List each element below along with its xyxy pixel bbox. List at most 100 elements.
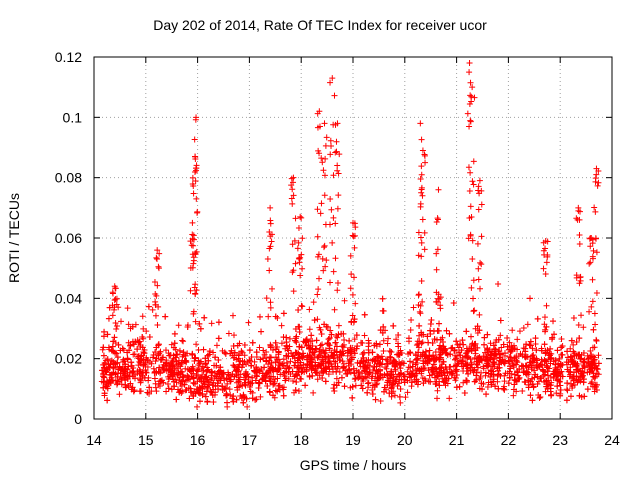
data-point	[404, 389, 411, 396]
x-tick-label: 17	[242, 432, 258, 448]
data-point	[306, 306, 313, 313]
data-point	[391, 392, 398, 399]
y-tick-label: 0.06	[55, 230, 82, 246]
data-point	[478, 369, 485, 376]
x-tick-label: 14	[86, 432, 102, 448]
data-point	[333, 375, 340, 382]
data-point	[410, 304, 417, 311]
data-point	[303, 368, 310, 375]
data-point	[384, 340, 391, 347]
data-point	[175, 322, 182, 329]
x-tick-label: 18	[293, 432, 309, 448]
data-point	[137, 377, 144, 384]
data-point	[538, 356, 545, 363]
data-point	[309, 372, 316, 379]
data-point	[325, 371, 332, 378]
data-point	[446, 395, 453, 402]
data-point	[152, 384, 159, 391]
data-point	[286, 335, 293, 342]
data-point	[130, 341, 137, 348]
data-point	[152, 358, 159, 365]
data-point	[237, 371, 244, 378]
data-point	[386, 353, 393, 360]
y-tick-label: 0.1	[63, 109, 83, 125]
data-point	[245, 319, 252, 326]
data-point	[208, 320, 215, 327]
y-tick-label: 0	[74, 411, 82, 427]
x-tick-label: 20	[397, 432, 413, 448]
data-point	[587, 380, 594, 387]
data-point	[285, 375, 292, 382]
data-point	[484, 383, 491, 390]
data-point	[501, 360, 508, 367]
data-point	[595, 352, 602, 359]
data-point	[229, 312, 236, 319]
data-point	[516, 328, 523, 335]
data-point	[377, 398, 384, 405]
x-axis-label: GPS time / hours	[299, 457, 407, 473]
data-point	[494, 378, 501, 385]
data-point	[439, 375, 446, 382]
data-point	[339, 358, 346, 365]
data-point	[341, 297, 348, 304]
data-point	[514, 336, 521, 343]
data-point	[510, 392, 517, 399]
data-point	[380, 337, 387, 344]
data-point	[519, 387, 526, 394]
data-point	[136, 388, 143, 395]
data-point	[277, 371, 284, 378]
data-point	[162, 313, 169, 320]
data-point	[179, 337, 186, 344]
data-point	[454, 341, 461, 348]
data-point	[184, 350, 191, 357]
data-point	[402, 394, 409, 401]
x-tick-label: 22	[501, 432, 517, 448]
data-point	[570, 348, 577, 355]
data-point	[463, 377, 470, 384]
data-point	[144, 364, 151, 371]
data-point	[230, 332, 237, 339]
data-point	[498, 344, 505, 351]
data-point	[570, 341, 577, 348]
data-point	[365, 379, 372, 386]
data-point	[416, 332, 423, 339]
data-point	[162, 347, 169, 354]
data-point	[227, 391, 234, 398]
data-point	[193, 371, 200, 378]
data-point	[331, 306, 338, 313]
data-point	[225, 330, 232, 337]
data-point	[497, 332, 504, 339]
data-point	[319, 341, 326, 348]
data-point	[326, 335, 333, 342]
data-point	[149, 306, 156, 313]
data-point	[512, 377, 519, 384]
data-point	[179, 368, 186, 375]
data-point	[359, 385, 366, 392]
chart-title: Day 202 of 2014, Rate Of TEC Index for r…	[153, 17, 487, 33]
y-tick-label: 0.04	[55, 290, 82, 306]
data-point	[251, 358, 258, 365]
data-point	[213, 342, 220, 349]
data-point	[364, 380, 371, 387]
data-point	[314, 291, 321, 298]
data-point	[548, 379, 555, 386]
data-point	[278, 340, 285, 347]
x-tick-label: 19	[345, 432, 361, 448]
x-tick-label: 16	[190, 432, 206, 448]
data-point	[340, 344, 347, 351]
data-point	[163, 388, 170, 395]
data-point	[359, 370, 366, 377]
data-point	[419, 339, 426, 346]
data-point	[588, 352, 595, 359]
data-point	[274, 375, 281, 382]
data-point	[524, 321, 531, 328]
data-point	[287, 358, 294, 365]
data-point	[567, 345, 574, 352]
data-point	[506, 358, 513, 365]
data-point	[444, 380, 451, 387]
data-point	[158, 356, 165, 363]
x-tick-label: 15	[138, 432, 154, 448]
data-point	[124, 305, 131, 312]
y-axis-label: ROTI / TECUs	[6, 193, 22, 283]
data-point	[487, 374, 494, 381]
